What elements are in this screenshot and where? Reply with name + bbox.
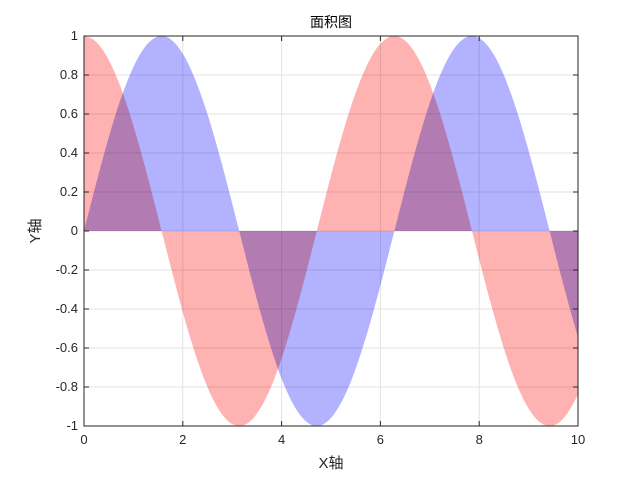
y-tick-label: 1 — [71, 28, 78, 43]
ticks: 0 2 4 6 8 10 -1 -0.8 -0.6 -0.4 -0.2 0 0.2 0.4 0.6 0.8 1 — [56, 28, 586, 447]
y-tick-label: -0.6 — [56, 340, 78, 355]
y-tick-label: -1 — [66, 418, 78, 433]
chart-title: 面积图 — [310, 14, 352, 30]
x-tick-label: 4 — [278, 432, 285, 447]
y-tick-label: -0.8 — [56, 379, 78, 394]
areas — [84, 35, 578, 427]
x-tick-label: 8 — [476, 432, 483, 447]
y-axis-label: Y轴 — [27, 218, 44, 243]
y-tick-label: 0 — [71, 223, 78, 238]
x-tick-label: 0 — [80, 432, 87, 447]
y-tick-label: -0.4 — [56, 301, 78, 316]
y-tick-label: -0.2 — [56, 262, 78, 277]
x-tick-label: 2 — [179, 432, 186, 447]
x-tick-label: 6 — [377, 432, 384, 447]
area-series-0 — [84, 35, 578, 427]
x-tick-label: 10 — [571, 432, 585, 447]
y-tick-label: 0.4 — [60, 145, 78, 160]
area-series-1 — [84, 35, 578, 426]
x-axis-label: X轴 — [318, 455, 343, 472]
y-tick-label: 0.2 — [60, 184, 78, 199]
y-tick-label: 0.8 — [60, 67, 78, 82]
y-tick-label: 0.6 — [60, 106, 78, 121]
